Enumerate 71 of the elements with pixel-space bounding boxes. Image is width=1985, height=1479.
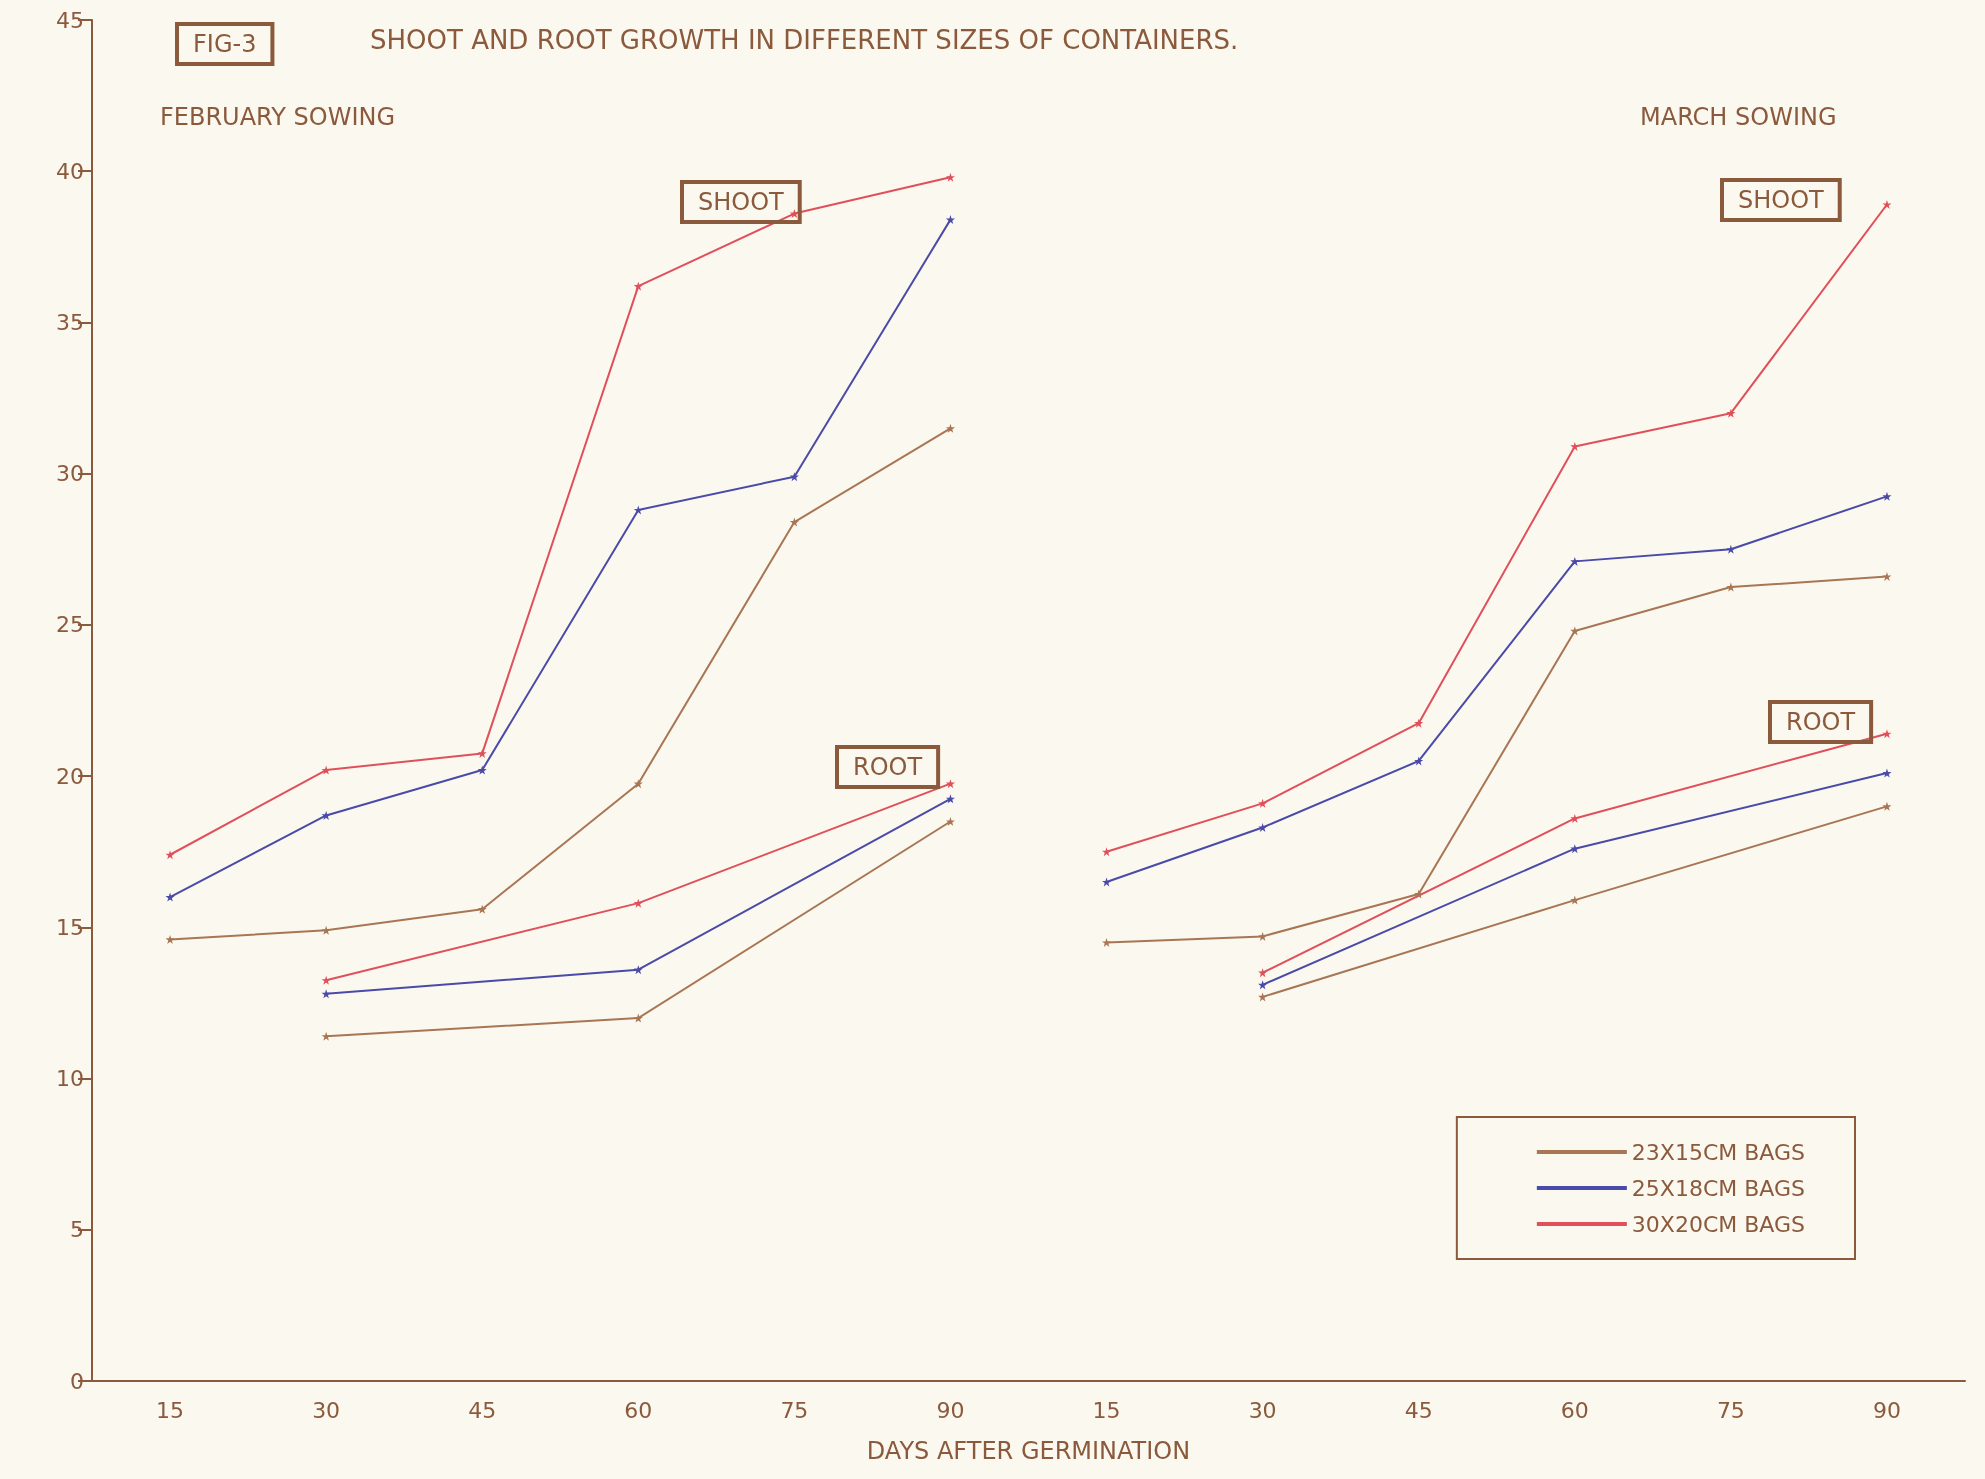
x-tick-label: 45 <box>1404 1397 1433 1423</box>
point <box>477 765 487 775</box>
y-tick-label: 40 <box>56 158 84 184</box>
y-tick-label: 30 <box>56 461 84 487</box>
x-tick-label: 60 <box>624 1397 653 1423</box>
x-tick-label: 75 <box>780 1397 809 1423</box>
point <box>1570 895 1580 905</box>
legend-label: 23X15CM BAGS <box>1631 1139 1806 1165</box>
point <box>945 779 955 789</box>
chart-title: SHOOT AND ROOT GROWTH IN DIFFERENT SIZES OF CONTAINERS. <box>370 25 1239 55</box>
annotation: FEBRUARY SOWING <box>160 103 396 131</box>
legend-label: 30X20CM BAGS <box>1631 1211 1806 1237</box>
point <box>1258 968 1268 978</box>
annotation: SHOOT <box>698 188 785 216</box>
point <box>1102 847 1112 857</box>
point <box>321 925 331 935</box>
point <box>789 209 799 219</box>
y-tick-label: 25 <box>56 612 84 638</box>
y-tick-label: 35 <box>56 309 84 335</box>
annotation: MARCH SOWING <box>1640 103 1837 131</box>
annotation: FIG-3 <box>193 30 257 58</box>
x-tick-label: 90 <box>1872 1397 1901 1423</box>
point <box>1882 768 1892 778</box>
annotation: SHOOT <box>1738 186 1825 214</box>
point <box>633 898 643 908</box>
point <box>1882 801 1892 811</box>
legend-label: 25X18CM BAGS <box>1631 1175 1806 1201</box>
point <box>1258 980 1268 990</box>
x-tick-label: 90 <box>936 1397 965 1423</box>
annotation: ROOT <box>1786 708 1856 736</box>
point <box>1882 572 1892 581</box>
y-tick-label: 45 <box>56 7 84 33</box>
x-tick-label: 15 <box>156 1397 185 1423</box>
y-tick-label: 10 <box>56 1066 84 1092</box>
x-axis-title: DAYS AFTER GERMINATION <box>866 1437 1191 1465</box>
point <box>945 794 955 804</box>
y-tick-label: 20 <box>56 763 84 789</box>
point <box>165 934 175 944</box>
point <box>945 816 955 826</box>
x-tick-label: 45 <box>468 1397 497 1423</box>
point <box>1414 889 1424 899</box>
x-tick-label: 30 <box>1248 1397 1277 1423</box>
point <box>1726 408 1736 418</box>
point <box>1882 199 1892 209</box>
point <box>945 423 955 433</box>
point <box>321 975 331 985</box>
point <box>1258 798 1268 808</box>
point <box>1414 718 1424 728</box>
point <box>1258 823 1268 833</box>
point <box>789 517 799 527</box>
y-tick-label: 15 <box>56 914 84 940</box>
point <box>945 215 955 225</box>
point <box>321 810 331 820</box>
x-tick-label: 60 <box>1560 1397 1589 1423</box>
annotation: ROOT <box>853 753 923 781</box>
point <box>1882 491 1892 501</box>
point <box>1414 756 1424 766</box>
point <box>1570 556 1580 566</box>
point <box>165 892 175 902</box>
point <box>633 281 643 291</box>
point <box>477 904 487 914</box>
point <box>633 505 643 515</box>
point <box>1726 544 1736 554</box>
point <box>633 1013 643 1023</box>
x-tick-label: 15 <box>1092 1397 1121 1423</box>
point <box>1258 992 1268 1002</box>
point <box>477 748 487 758</box>
x-tick-label: 30 <box>312 1397 341 1423</box>
point <box>1102 937 1112 947</box>
point <box>945 172 955 182</box>
x-tick-label: 75 <box>1716 1397 1745 1423</box>
